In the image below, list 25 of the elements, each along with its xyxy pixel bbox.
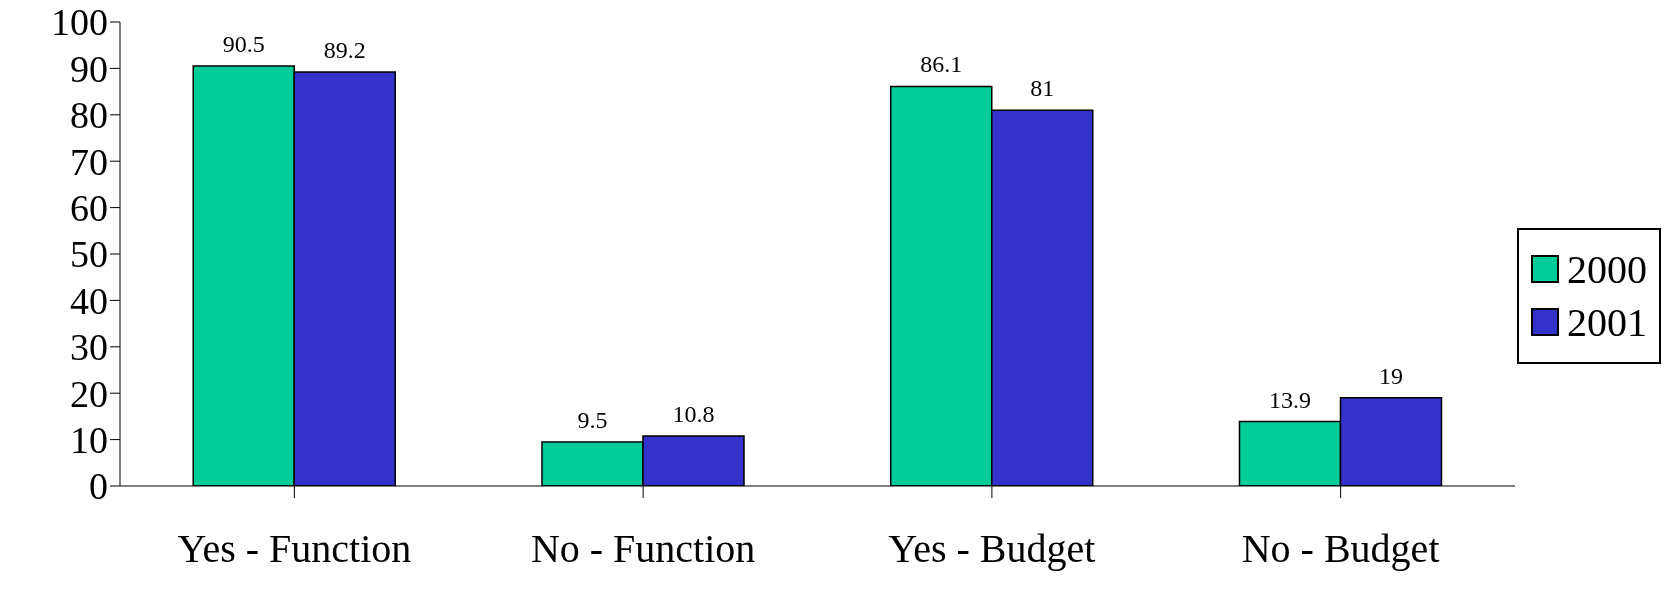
data-label: 9.5 — [577, 406, 608, 433]
y-tick-label: 70 — [70, 140, 108, 183]
x-tick-label: Yes - Budget — [888, 526, 1096, 572]
legend-label: 2001 — [1567, 298, 1647, 346]
data-label: 86.1 — [920, 51, 963, 78]
x-tick-label: No - Budget — [1241, 526, 1440, 572]
data-label: 10.8 — [672, 400, 715, 427]
y-tick-label: 10 — [70, 419, 108, 462]
y-tick-label: 50 — [70, 233, 108, 276]
data-label: 13.9 — [1268, 386, 1311, 413]
y-tick-label: 30 — [70, 326, 108, 369]
y-tick-label: 20 — [70, 372, 108, 415]
x-tick-label: No - Function — [530, 526, 756, 572]
x-tick-label: Yes - Function — [177, 526, 412, 572]
data-label: 19 — [1378, 362, 1403, 389]
data-label: 81 — [1030, 75, 1055, 102]
y-tick-label: 90 — [70, 47, 108, 90]
data-label: 89.2 — [323, 37, 366, 64]
y-tick-label: 80 — [70, 94, 108, 137]
y-tick-label: 0 — [89, 465, 108, 508]
legend-label: 2000 — [1567, 245, 1647, 293]
y-tick-label: 40 — [70, 279, 108, 322]
data-label: 90.5 — [222, 31, 265, 58]
y-tick-label: 60 — [70, 187, 108, 230]
y-tick-label: 100 — [51, 1, 108, 44]
